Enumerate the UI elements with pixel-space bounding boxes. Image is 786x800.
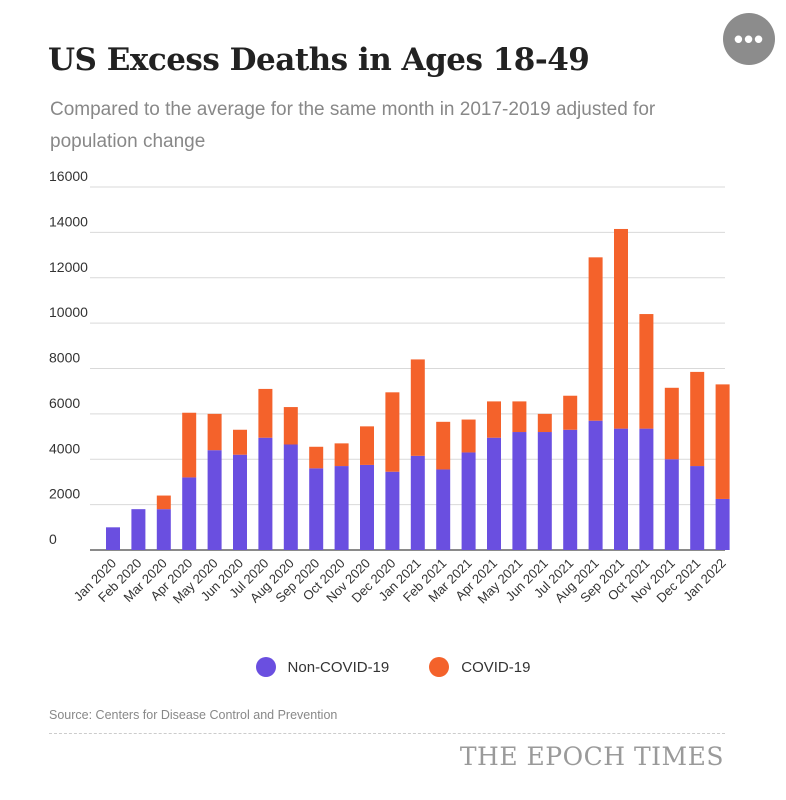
y-tick-label: 2000 (49, 486, 80, 502)
y-tick-label: 12000 (49, 259, 88, 275)
y-tick-label: 4000 (49, 440, 80, 456)
bar-covid (309, 446, 324, 469)
bar-covid (360, 426, 374, 465)
bar-non-covid (614, 428, 628, 550)
bar-non-covid (385, 471, 400, 550)
y-tick-label: 16000 (49, 168, 88, 184)
bar-covid (664, 387, 679, 460)
chart-subtitle: Compared to the average for the same mon… (50, 99, 656, 152)
bar-non-covid (309, 468, 324, 550)
bar-non-covid (106, 527, 120, 550)
y-tick-label: 6000 (49, 395, 80, 411)
bar-covid (385, 392, 400, 472)
bar-covid (258, 388, 273, 438)
bar-non-covid (131, 509, 146, 550)
chart-legend: Non-COVID-19 COVID-19 (0, 657, 786, 677)
bar-covid (537, 413, 552, 433)
bar-covid (207, 413, 222, 451)
bar-non-covid (436, 469, 451, 550)
bar-non-covid (563, 429, 578, 550)
bar-non-covid (360, 464, 374, 550)
y-tick-label: 8000 (49, 350, 80, 366)
stacked-bar-chart: 0200040006000800010000120001400016000Jan… (49, 168, 730, 606)
publisher-brand: THE EPOCH TIMES (459, 742, 724, 771)
bar-covid (436, 421, 451, 470)
bar-non-covid (182, 477, 197, 550)
bar-non-covid (639, 428, 654, 550)
bar-non-covid (233, 454, 247, 550)
footer-divider (49, 733, 725, 734)
legend-item-covid: COVID-19 (429, 657, 530, 677)
bar-non-covid (334, 466, 349, 550)
bar-covid (156, 495, 171, 510)
y-tick-label: 0 (49, 531, 57, 547)
bar-non-covid (410, 455, 425, 550)
bar-covid (283, 407, 298, 445)
bar-covid (410, 359, 425, 456)
legend-label-covid: COVID-19 (461, 658, 531, 676)
bar-covid (334, 443, 349, 467)
more-dots-icon: ••• (733, 24, 765, 54)
bar-non-covid (156, 509, 171, 550)
bar-covid (614, 228, 628, 429)
bar-non-covid (461, 452, 476, 550)
bar-covid (512, 401, 527, 433)
bar-covid (715, 384, 730, 499)
bar-non-covid (283, 444, 298, 550)
y-tick-label: 10000 (49, 304, 88, 320)
bar-covid (690, 371, 705, 467)
bar-non-covid (588, 420, 603, 550)
more-options-button[interactable]: ••• (723, 13, 775, 65)
bar-covid (461, 419, 476, 453)
bar-non-covid (715, 498, 730, 550)
y-tick-label: 14000 (49, 213, 88, 229)
bar-non-covid (690, 466, 705, 550)
source-note: Source: Centers for Disease Control and … (49, 708, 338, 722)
legend-label-non-covid: Non-COVID-19 (287, 658, 390, 676)
bar-covid (588, 257, 603, 421)
legend-item-non-covid: Non-COVID-19 (255, 657, 390, 677)
bar-non-covid (664, 459, 679, 550)
bar-non-covid (487, 437, 501, 550)
bar-covid (563, 395, 578, 430)
bar-covid (233, 429, 247, 455)
bar-non-covid (512, 432, 527, 550)
bar-covid (487, 401, 501, 438)
legend-swatch-covid (429, 657, 450, 677)
bar-non-covid (258, 437, 273, 550)
legend-swatch-non-covid (255, 657, 276, 677)
bar-covid (639, 314, 654, 429)
chart-title: US Excess Deaths in Ages 18-49 (48, 42, 590, 78)
bar-non-covid (537, 432, 552, 550)
bar-non-covid (207, 450, 222, 550)
bar-covid (182, 412, 197, 478)
